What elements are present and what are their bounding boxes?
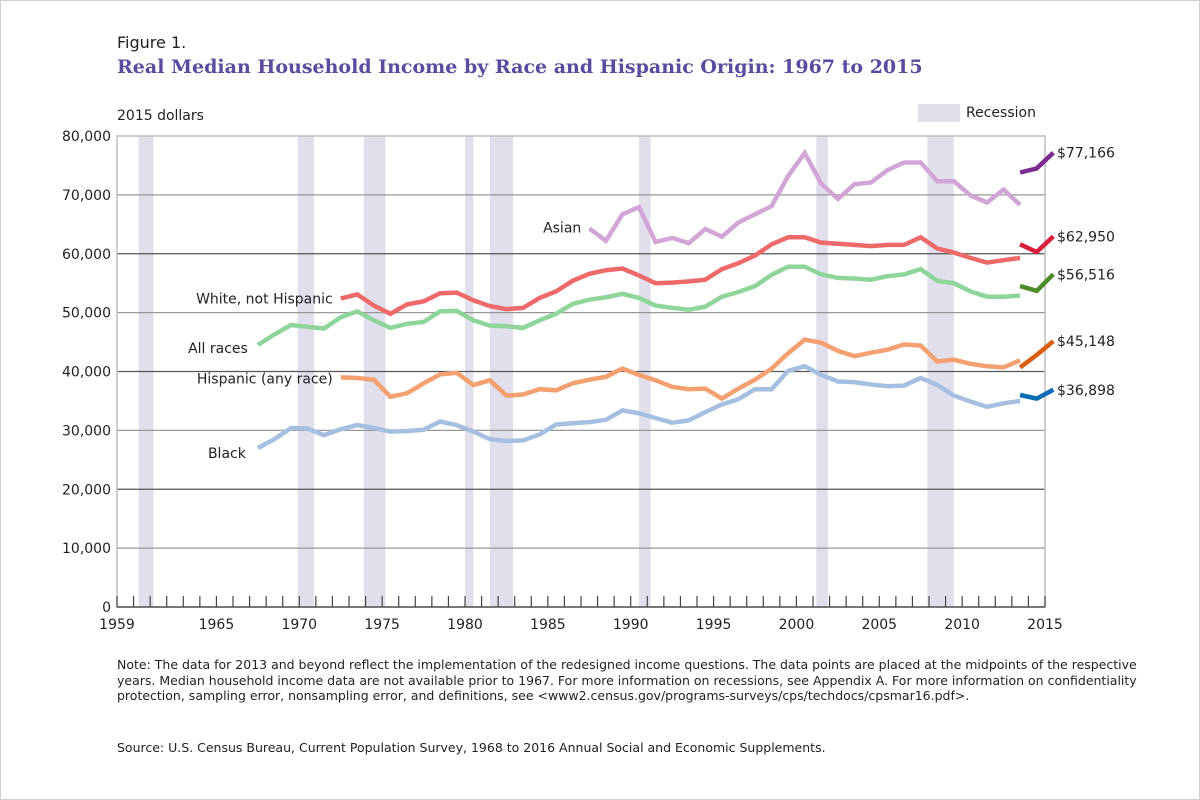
y-axis-unit-label: 2015 dollars <box>117 108 204 124</box>
x-tick-label: 1980 <box>447 617 483 633</box>
series-label: Hispanic (any race) <box>197 371 333 387</box>
legend: Recession <box>918 104 1036 122</box>
x-tick-label: 1959 <box>99 617 135 633</box>
x-tick-label: 1975 <box>364 617 400 633</box>
series-redesign-line-hispanic-any-race- <box>1018 339 1055 370</box>
series-redesign-line-black <box>1019 387 1055 401</box>
series-redesign-line-all-races <box>1019 272 1055 294</box>
y-tick-label: 70,000 <box>62 188 111 204</box>
x-tick-label: 1990 <box>613 617 649 633</box>
y-tick-label: 50,000 <box>62 306 111 322</box>
y-tick-label: 40,000 <box>62 365 111 381</box>
series-line-asian <box>587 148 1022 246</box>
series-labels: Asian $77,166 White, not Hispanic $62,950 Al… <box>188 146 1115 462</box>
series-label: Black <box>208 446 247 462</box>
series-redesign-line-white-not-hispanic <box>1019 234 1055 255</box>
series-redesign-line-asian <box>1019 151 1055 175</box>
y-tick-label: 60,000 <box>62 247 111 263</box>
axes: 0 10,000 20,000 30,000 40,000 50,000 60,000 70,… <box>62 129 1063 633</box>
series-end-value-label: $56,516 <box>1057 267 1115 283</box>
x-tick-label: 2015 <box>1027 617 1063 633</box>
series-line-black <box>256 363 1021 450</box>
chart-title: Real Median Household Income by Race and… <box>117 56 923 78</box>
series-end-value-label: $36,898 <box>1057 383 1115 399</box>
y-tick-label: 20,000 <box>62 482 111 498</box>
series-label: White, not Hispanic <box>196 291 333 307</box>
series-label: Asian <box>543 220 581 236</box>
series-line-white-not-hispanic <box>340 234 1021 317</box>
figure-source: Source: U.S. Census Bureau, Current Popu… <box>117 740 826 755</box>
figure-label: Figure 1. <box>117 33 187 52</box>
x-tick-label: 2000 <box>779 617 815 633</box>
x-tick-label: 1995 <box>696 617 732 633</box>
recession-swatch <box>918 104 960 122</box>
series-line-hispanic-any-race- <box>340 337 1021 402</box>
series-label: All races <box>188 341 248 357</box>
gridlines <box>117 194 1045 549</box>
legend-recession-label: Recession <box>966 105 1036 121</box>
y-tick-label: 0 <box>102 600 111 616</box>
x-tick-label: 2005 <box>861 617 897 633</box>
y-tick-label: 10,000 <box>62 541 111 557</box>
x-tick-label: 1985 <box>530 617 566 633</box>
series-end-value-label: $77,166 <box>1057 146 1115 162</box>
figure-note: Note: The data for 2013 and beyond refle… <box>117 657 1137 703</box>
y-tick-label: 80,000 <box>62 129 111 145</box>
series-line-all-races <box>256 264 1021 347</box>
y-tick-label: 30,000 <box>62 423 111 439</box>
x-tick-label: 1965 <box>199 617 235 633</box>
x-tick-label: 2010 <box>944 617 980 633</box>
series-end-value-label: $62,950 <box>1057 229 1115 245</box>
series-lines <box>256 148 1055 450</box>
x-tick-label: 1970 <box>281 617 317 633</box>
series-end-value-label: $45,148 <box>1057 334 1115 350</box>
